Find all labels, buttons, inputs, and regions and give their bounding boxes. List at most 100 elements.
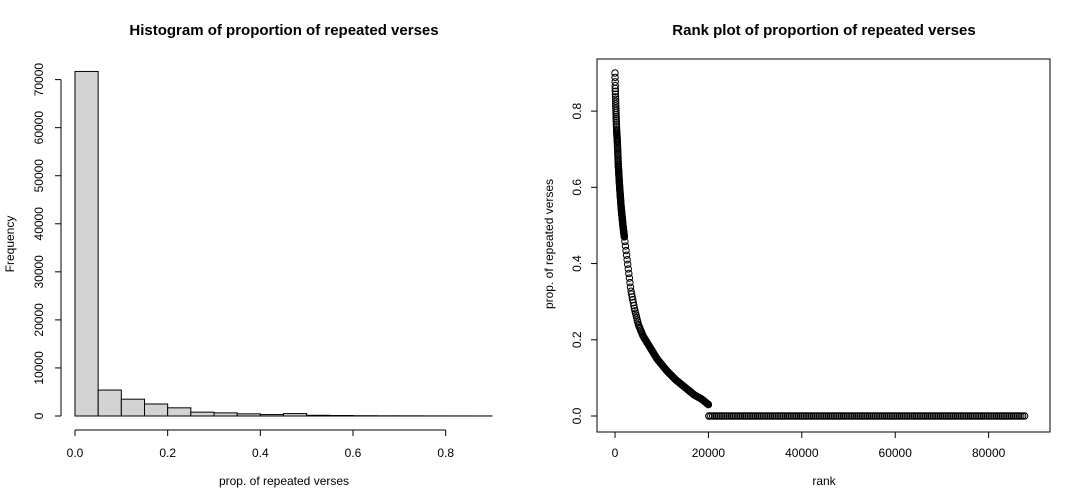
rank-plot-point [880,412,889,420]
rank-plot-x-label: rank [812,474,836,488]
rank-plot-point [811,412,820,420]
rank-plot-point [981,412,990,420]
rank-plot-point [849,412,857,420]
rank-plot-point [869,412,877,420]
histogram-bar [283,413,308,417]
rank-plot-point [1020,412,1029,420]
rank-plot-point [621,242,630,250]
histogram-bar [120,398,146,417]
rank-plot-point [998,412,1006,420]
rank-plot-point [903,412,911,420]
rank-plot-point [867,412,876,420]
rank-plot-point [707,412,715,420]
rank-plot-y-tick-label: 0.8 [570,102,584,119]
histogram-bar [306,414,331,417]
rank-plot-point [959,412,967,420]
rank-plot-point [772,412,780,420]
rank-plot-point [830,412,838,420]
histogram-y-tick-label: 40000 [32,207,46,241]
rank-plot-x-tick-label: 80000 [972,446,1006,460]
rank-plot-point [1007,412,1016,420]
rank-plot-point [718,412,726,420]
rank-plot-point [877,412,885,420]
rank-plot-point [1011,412,1019,420]
histogram-bar [97,389,122,417]
rank-plot-point [815,412,823,420]
histogram-y-tick-label: 10000 [32,351,46,385]
rank-plot-point [962,412,971,420]
rank-plot-point [835,412,844,420]
rank-plot-point [934,412,943,420]
rank-plot-point [878,412,887,420]
rank-plot-axes: 0 20000 40000 60000 80000 0.0 0.2 0.4 0.6 0.8 [570,102,1006,460]
rank-plot-point [809,412,818,420]
rank-plot-point [996,412,1005,420]
rank-plot-point [625,274,634,282]
rank-plot-point [899,412,907,420]
rank-plot-point [968,412,976,420]
histogram-bar [236,413,261,417]
rank-plot-point [1000,412,1008,420]
rank-plot-point [748,412,756,420]
histogram-bars [74,70,493,417]
rank-plot-point [742,412,750,420]
rank-plot-point [843,412,851,420]
rank-plot-point [736,412,745,420]
rank-plot-point [804,412,812,420]
rank-plot-point [923,412,932,420]
rank-plot-point [1009,412,1018,420]
rank-plot-point [854,412,863,420]
rank-plot-point [712,412,721,420]
rank-plot-point [929,412,937,420]
rank-plot-point [888,412,896,420]
histogram-y-tick-label: 70000 [32,63,46,97]
rank-plot-point [819,412,827,420]
rank-plot-point [629,296,637,304]
rank-plot-point [621,237,629,246]
rank-plot-point [964,412,973,420]
rank-plot-frame [596,58,1051,433]
rank-plot-point [832,412,840,420]
rank-plot-point [979,412,988,420]
rank-plot-point [781,412,790,420]
rank-plot-point [720,412,728,420]
rank-plot-x-tick-label: 60000 [879,446,913,460]
histogram-y-label: Frequency [3,216,17,273]
rank-plot-point [731,412,739,420]
rank-plot-point [714,412,722,420]
rank-plot-point [983,412,991,420]
rank-plot-point [834,412,842,420]
rank-plot-point [852,412,861,420]
histogram-bar [167,407,192,417]
rank-plot-point [865,412,874,420]
rank-plot-point [729,412,737,420]
rank-plot-point [708,412,717,420]
rank-plot-point [611,84,619,93]
rank-plot-point [766,412,775,420]
rank-plot-point [895,412,904,420]
rank-plot-point [906,412,915,420]
histogram-y-tick-label: 30000 [32,255,46,289]
rank-plot-point [826,412,835,420]
rank-plot-point [828,412,836,420]
rank-plot-point [905,412,913,420]
rank-plot-point [938,412,947,420]
histogram-x-tick-label: 0.8 [437,446,454,460]
rank-plot-point [953,412,962,420]
rank-plot-point [955,412,963,420]
histogram-bar [213,412,238,417]
rank-plot-y-label: prop. of repeated verses [542,179,556,309]
rank-plot-point [787,412,795,420]
rank-plot-points [611,69,1029,420]
histogram-x-tick-label: 0.6 [345,446,362,460]
rank-plot-point [817,412,825,420]
rank-plot-point [744,412,752,420]
rank-plot-point [770,412,778,420]
rank-plot-point [611,69,619,77]
histogram-x-tick-label: 0.2 [159,446,176,460]
rank-plot-point [710,412,719,420]
rank-plot-point [856,412,864,420]
rank-plot-point [624,265,632,273]
rank-plot-point [789,412,797,420]
